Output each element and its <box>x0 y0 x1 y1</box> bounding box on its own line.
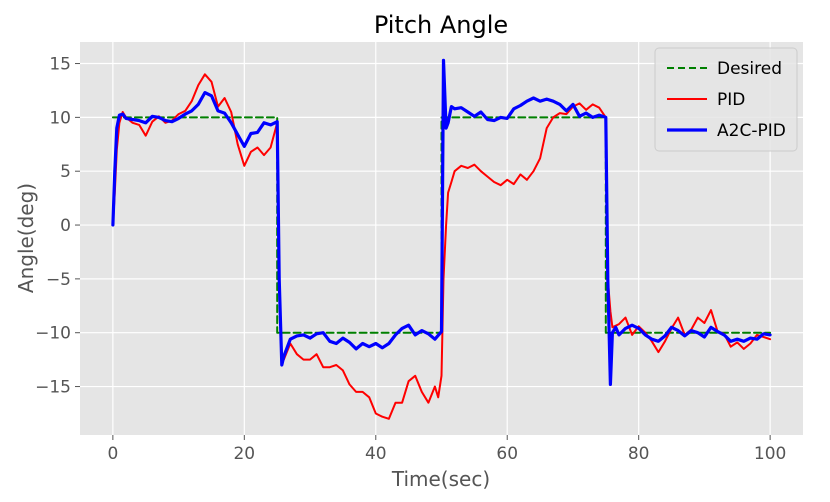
series-layer <box>111 58 772 420</box>
y-tick-label: 10 <box>49 108 71 128</box>
legend-label: PID <box>717 90 745 110</box>
x-tick-label: 40 <box>365 444 387 464</box>
y-tick-label: −10 <box>35 324 71 344</box>
y-axis-ticks: 15 10 5 0 −5 −10 −15 <box>35 55 80 398</box>
chart-title: Pitch Angle <box>374 11 508 39</box>
x-axis-label: Time(sec) <box>391 467 490 491</box>
x-tick-label: 80 <box>628 444 650 464</box>
y-tick-label: −5 <box>46 270 71 290</box>
legend-label: Desired <box>717 59 782 79</box>
y-tick-label: 5 <box>60 162 71 182</box>
y-tick-label: −15 <box>35 378 71 398</box>
y-tick-label: 15 <box>49 55 71 75</box>
y-tick-label: 0 <box>60 216 71 236</box>
legend: Desired PID A2C-PID <box>654 47 798 152</box>
x-tick-label: 0 <box>107 444 118 464</box>
x-tick-label: 100 <box>754 444 786 464</box>
x-tick-label: 60 <box>496 444 518 464</box>
x-axis-ticks: 0 20 40 60 80 100 <box>107 435 786 464</box>
y-axis-label: Angle(deg) <box>14 183 38 293</box>
legend-box <box>654 47 798 152</box>
series-line-a2c-pid <box>111 58 772 386</box>
x-tick-label: 20 <box>233 444 255 464</box>
legend-label: A2C-PID <box>717 121 786 141</box>
